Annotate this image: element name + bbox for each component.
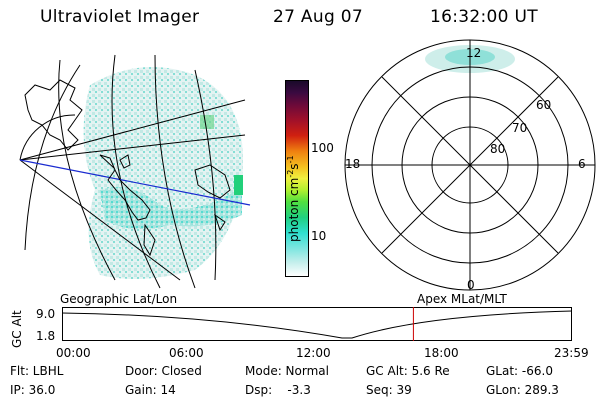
timeline-tick-2359: 23:59 [554,346,589,360]
colorbar-tick-100: 100 [311,141,334,155]
timeline-tick-1800: 18:00 [424,346,459,360]
timeline-left-label: Geographic Lat/Lon [60,292,178,306]
dsp-info: Dsp: -3.3 [245,383,311,397]
polar-plot [344,39,596,291]
date-label: 27 Aug 07 [273,7,363,27]
door-info: Door: Closed [125,364,202,378]
mode-info: Mode: Normal [245,364,329,378]
timeline-y-low: 1.8 [36,329,56,343]
timeline-tick-0600: 06:00 [169,346,204,360]
timeline-tick-0000: 00:00 [56,346,91,360]
filter-info: Flt: LBHL [10,364,64,378]
timeline-right-label: Apex MLat/MLT [417,292,507,306]
mlt-label-6: 6 [578,157,586,171]
mlt-label-18: 18 [345,157,361,171]
glat-info: GLat: -66.0 [486,364,553,378]
colorbar [285,80,309,277]
colorbar-tick-10: 10 [311,229,327,243]
timeline-tick-1200: 12:00 [296,346,331,360]
ip-info: IP: 36.0 [10,383,56,397]
lat-label-80: 80 [490,142,506,156]
geographic-image [19,54,251,289]
mlt-label-12: 12 [466,46,482,60]
seq-info: Seq: 39 [366,383,412,397]
mlt-label-0: 0 [467,278,475,292]
time-label: 16:32:00 UT [430,7,538,27]
timeline-plot [61,307,573,341]
lat-label-60: 60 [536,98,552,112]
gc-alt-info: GC Alt: 5.6 Re [366,364,450,378]
instrument-title: Ultraviolet Imager [40,7,200,27]
gain-info: Gain: 14 [125,383,176,397]
glon-info: GLon: 289.3 [486,383,559,397]
timeline-y-high: 9.0 [36,307,56,321]
lat-label-70: 70 [512,121,528,135]
